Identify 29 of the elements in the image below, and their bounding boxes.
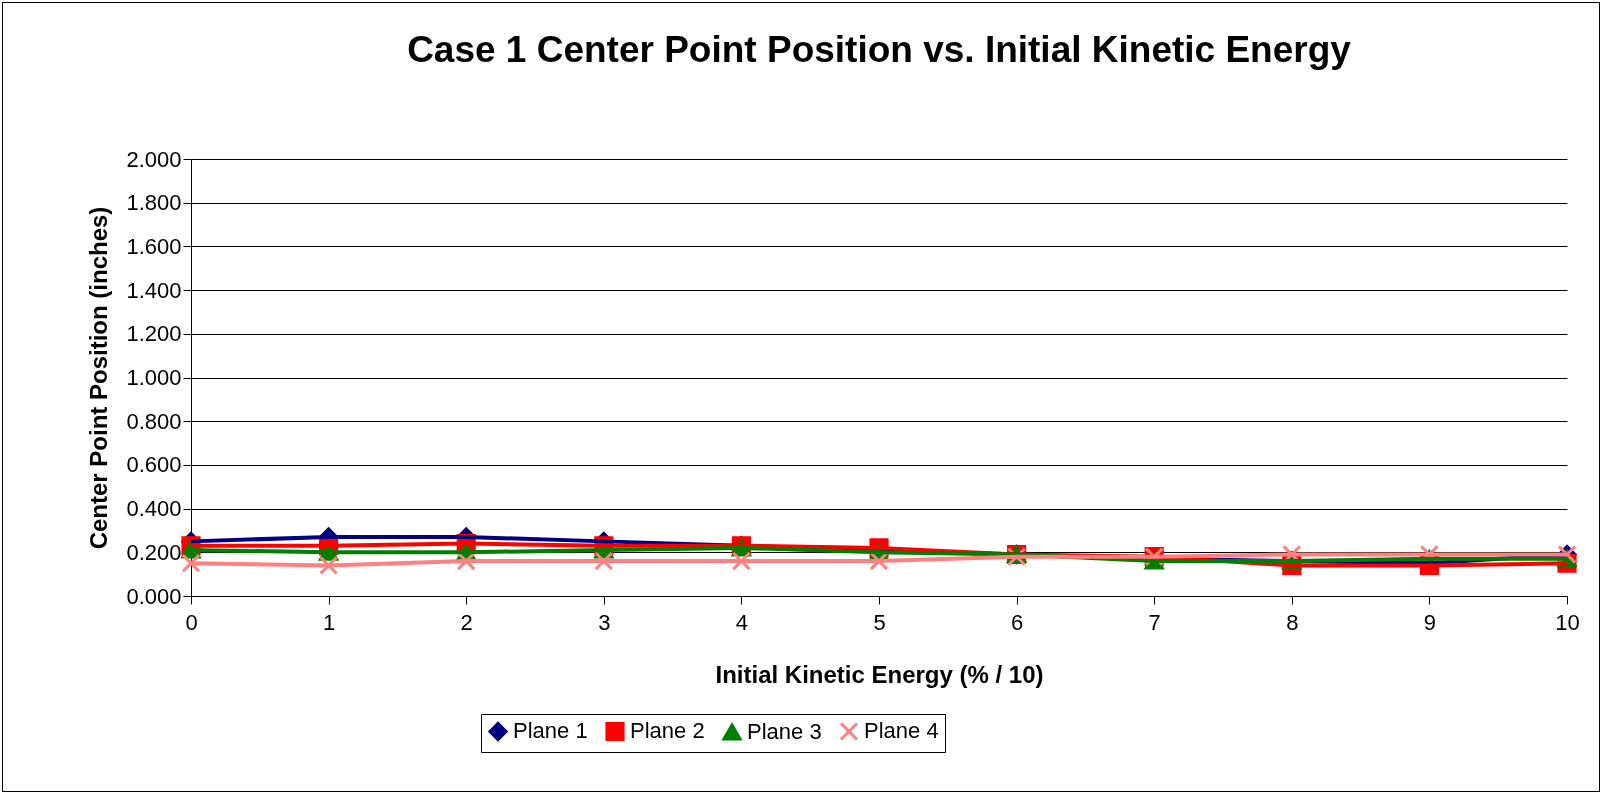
y-tick-label: 0.000 — [126, 583, 182, 609]
x-tick-label: 6 — [1010, 609, 1024, 635]
x-tick-label: 8 — [1286, 609, 1299, 635]
legend-label: Plane 2 — [630, 718, 705, 744]
y-tick-label: 1.000 — [126, 365, 182, 390]
y-tick-label: 1.400 — [126, 277, 182, 303]
y-tick-label: 0.600 — [126, 452, 182, 478]
chart-title: Case 1 Center Point Position vs. Initial Kinetic Energy — [407, 29, 1352, 70]
y-tick-label: 1.600 — [126, 233, 182, 259]
x-tick-label: 10 — [1555, 609, 1580, 635]
x-tick-label: 4 — [735, 609, 749, 635]
y-tick-label: 0.400 — [126, 496, 182, 522]
x-tick-label: 2 — [460, 609, 473, 635]
y-tick-label: 0.800 — [126, 408, 182, 434]
legend-label: Plane 1 — [513, 718, 588, 744]
x-tick-label: 9 — [1423, 609, 1437, 635]
x-tick-label: 7 — [1148, 609, 1161, 635]
x-tick-label: 0 — [185, 609, 198, 635]
y-tick-label: 1.800 — [126, 190, 182, 216]
legend-label: Plane 3 — [747, 719, 822, 745]
x-tick-label: 5 — [873, 609, 886, 635]
x-tick-label: 1 — [322, 609, 336, 635]
y-tick-label: 2.000 — [126, 146, 182, 172]
legend-label: Plane 4 — [864, 718, 939, 744]
y-tick-label: 1.200 — [126, 321, 182, 347]
y-tick-label: 0.200 — [126, 539, 182, 565]
x-axis-title: Initial Kinetic Energy (% / 10) — [715, 660, 1044, 688]
y-axis-title: Center Point Position (inches) — [85, 206, 113, 550]
x-tick-label: 3 — [598, 609, 611, 635]
